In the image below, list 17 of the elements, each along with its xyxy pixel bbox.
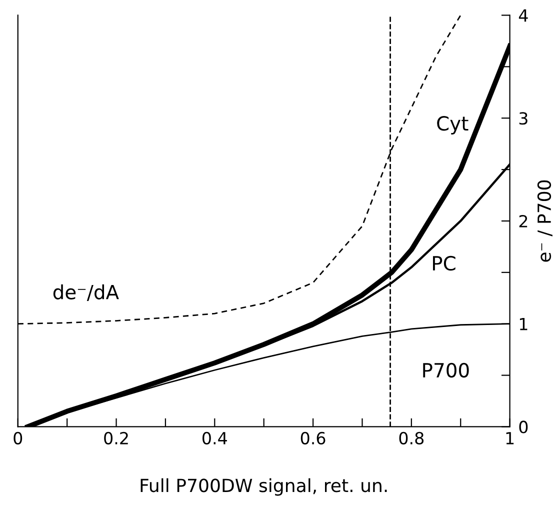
y-tick-label: 1 bbox=[520, 318, 528, 330]
x-tick-label: 0.4 bbox=[202, 432, 227, 444]
x-tick-label: 0 bbox=[14, 432, 22, 444]
x-tick-label: 1 bbox=[506, 432, 514, 444]
series-label: PC bbox=[433, 256, 456, 271]
x-tick-label: 0.8 bbox=[399, 432, 424, 444]
x-tick-label: 0.6 bbox=[300, 432, 326, 444]
y-axis-title: e⁻ / P700 bbox=[537, 180, 552, 262]
y-tick-label: 3 bbox=[519, 112, 528, 125]
series-label: de⁻/dA bbox=[53, 284, 119, 301]
y-tick-label: 0 bbox=[519, 420, 528, 434]
series-label: Cyt bbox=[437, 116, 468, 134]
y-tick-label: 2 bbox=[519, 214, 528, 228]
series-label: P700 bbox=[423, 362, 469, 378]
y-tick-label: 4 bbox=[518, 9, 528, 22]
x-tick-label: 0.2 bbox=[104, 432, 128, 444]
x-axis-title: Full P700DW signal, ret. un. bbox=[140, 478, 387, 496]
